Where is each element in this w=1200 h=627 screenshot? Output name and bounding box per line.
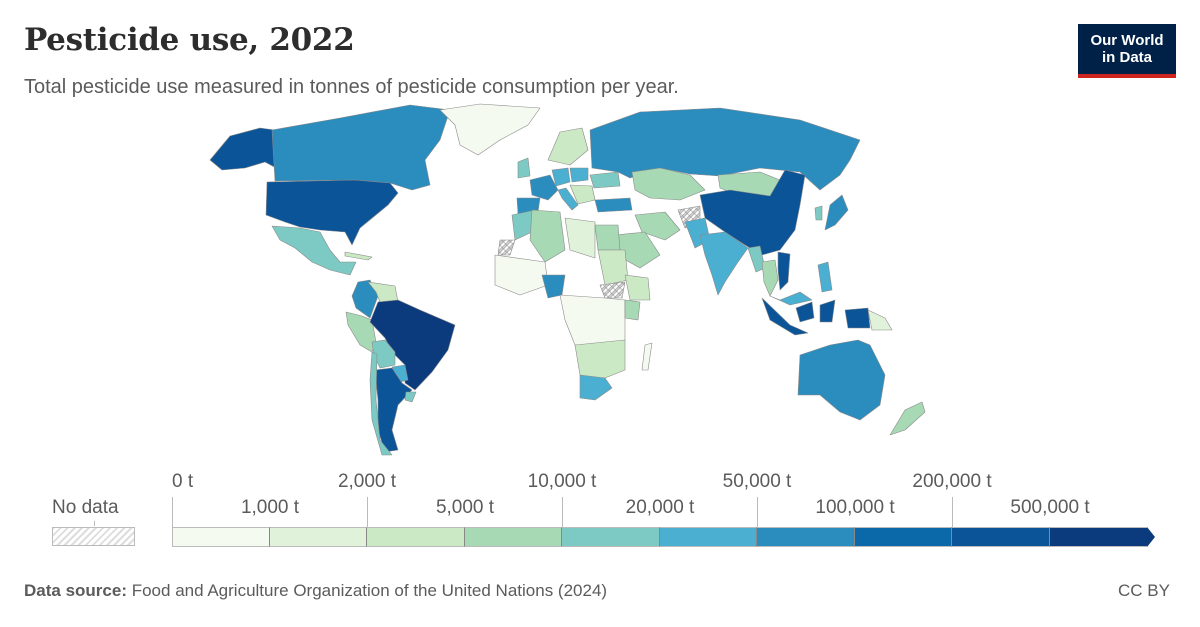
legend-bin-9[interactable]: [1049, 527, 1147, 547]
region-turkey[interactable]: [594, 197, 633, 213]
region-mexico[interactable]: [271, 225, 357, 276]
legend-label-100000: 100,000 t: [815, 497, 895, 518]
world-map[interactable]: [0, 100, 1200, 460]
region-australia[interactable]: [797, 339, 886, 421]
owid-logo[interactable]: Our World in Data: [1078, 24, 1176, 78]
region-kenya[interactable]: [624, 299, 641, 321]
region-uk[interactable]: [517, 157, 531, 179]
region-france[interactable]: [529, 174, 559, 201]
region-png[interactable]: [867, 309, 893, 331]
legend-label-10000: 10,000 t: [527, 471, 597, 492]
region-southern-africa[interactable]: [574, 339, 626, 381]
region-canada[interactable]: [271, 104, 451, 191]
legend-label-5000: 5,000 t: [435, 497, 495, 518]
legend-label-200000: 200,000 t: [912, 471, 992, 492]
legend-bin-5[interactable]: [659, 527, 757, 547]
logo-line-2: in Data: [1101, 49, 1152, 66]
region-south-africa[interactable]: [579, 374, 613, 401]
legend-label-1000: 1,000 t: [240, 497, 300, 518]
region-egypt[interactable]: [594, 224, 621, 251]
logo-line-1: Our World: [1090, 32, 1164, 49]
region-sudan[interactable]: [597, 249, 629, 286]
region-libya[interactable]: [564, 217, 596, 259]
region-south-sudan[interactable]: [599, 281, 626, 299]
region-india[interactable]: [699, 231, 749, 296]
region-greenland[interactable]: [439, 103, 541, 156]
region-scandinavia[interactable]: [547, 127, 589, 166]
region-philippines[interactable]: [817, 261, 833, 293]
region-uruguay[interactable]: [404, 391, 417, 403]
legend-bin-2[interactable]: [367, 527, 465, 547]
region-russia[interactable]: [589, 107, 861, 191]
legend-bin-4[interactable]: [562, 527, 660, 547]
region-algeria[interactable]: [529, 209, 566, 263]
region-malaysia[interactable]: [769, 291, 813, 306]
legend-overflow-arrow-icon: [1147, 527, 1155, 547]
region-west-africa[interactable]: [494, 254, 549, 296]
legend-label-2000: 2,000 t: [337, 471, 397, 492]
data-source-text: Food and Agriculture Organization of the…: [131, 581, 608, 600]
region-vietnam[interactable]: [777, 251, 791, 291]
legend-tick: [562, 497, 563, 527]
chart-title: Pesticide use, 2022: [24, 22, 355, 58]
legend-tick: [172, 497, 173, 527]
legend-bin-1[interactable]: [269, 527, 367, 547]
legend-bin-6[interactable]: [757, 527, 855, 547]
legend-tick: [952, 497, 953, 527]
legend-label-20000: 20,000 t: [625, 497, 695, 518]
region-cuba[interactable]: [344, 251, 373, 261]
region-western-sahara[interactable]: [497, 239, 516, 256]
region-italy[interactable]: [557, 187, 579, 211]
region-ethiopia[interactable]: [624, 274, 651, 301]
legend-bin-3[interactable]: [464, 527, 562, 547]
chart-subtitle: Total pesticide use measured in tonnes o…: [24, 76, 679, 98]
region-usa[interactable]: [265, 179, 399, 246]
region-ukraine[interactable]: [589, 171, 621, 189]
region-kazakhstan[interactable]: [631, 167, 706, 201]
region-brazil[interactable]: [369, 299, 456, 391]
legend-bin-8[interactable]: [952, 527, 1050, 547]
region-korea[interactable]: [814, 205, 823, 221]
region-thailand[interactable]: [761, 259, 779, 297]
region-iran[interactable]: [634, 211, 681, 241]
data-source-label: Data source:: [24, 581, 127, 600]
license-link[interactable]: CC BY: [1118, 581, 1170, 600]
region-indonesia[interactable]: [761, 297, 871, 336]
region-new-zealand[interactable]: [889, 401, 926, 436]
region-colombia[interactable]: [351, 279, 379, 319]
legend-tick: [757, 497, 758, 527]
region-poland[interactable]: [569, 167, 589, 183]
legend-label-500000: 500,000 t: [1010, 497, 1090, 518]
region-madagascar[interactable]: [641, 342, 653, 371]
region-japan[interactable]: [824, 194, 849, 231]
legend-label-0: 0 t: [172, 471, 194, 492]
legend-no-data-label: No data: [52, 497, 119, 518]
region-germany[interactable]: [551, 167, 571, 187]
legend-color-scale: [172, 527, 1155, 547]
legend-no-data-swatch[interactable]: [52, 527, 135, 546]
data-source: Data source: Food and Agriculture Organi…: [24, 581, 607, 601]
region-chile[interactable]: [369, 351, 393, 456]
legend-label-50000: 50,000 t: [722, 471, 792, 492]
legend-no-data-tick: [94, 521, 95, 526]
region-nigeria[interactable]: [541, 274, 566, 299]
legend-bin-7[interactable]: [854, 527, 952, 547]
region-alaska[interactable]: [209, 127, 281, 171]
legend-bin-0[interactable]: [172, 527, 270, 547]
legend-tick: [367, 497, 368, 527]
